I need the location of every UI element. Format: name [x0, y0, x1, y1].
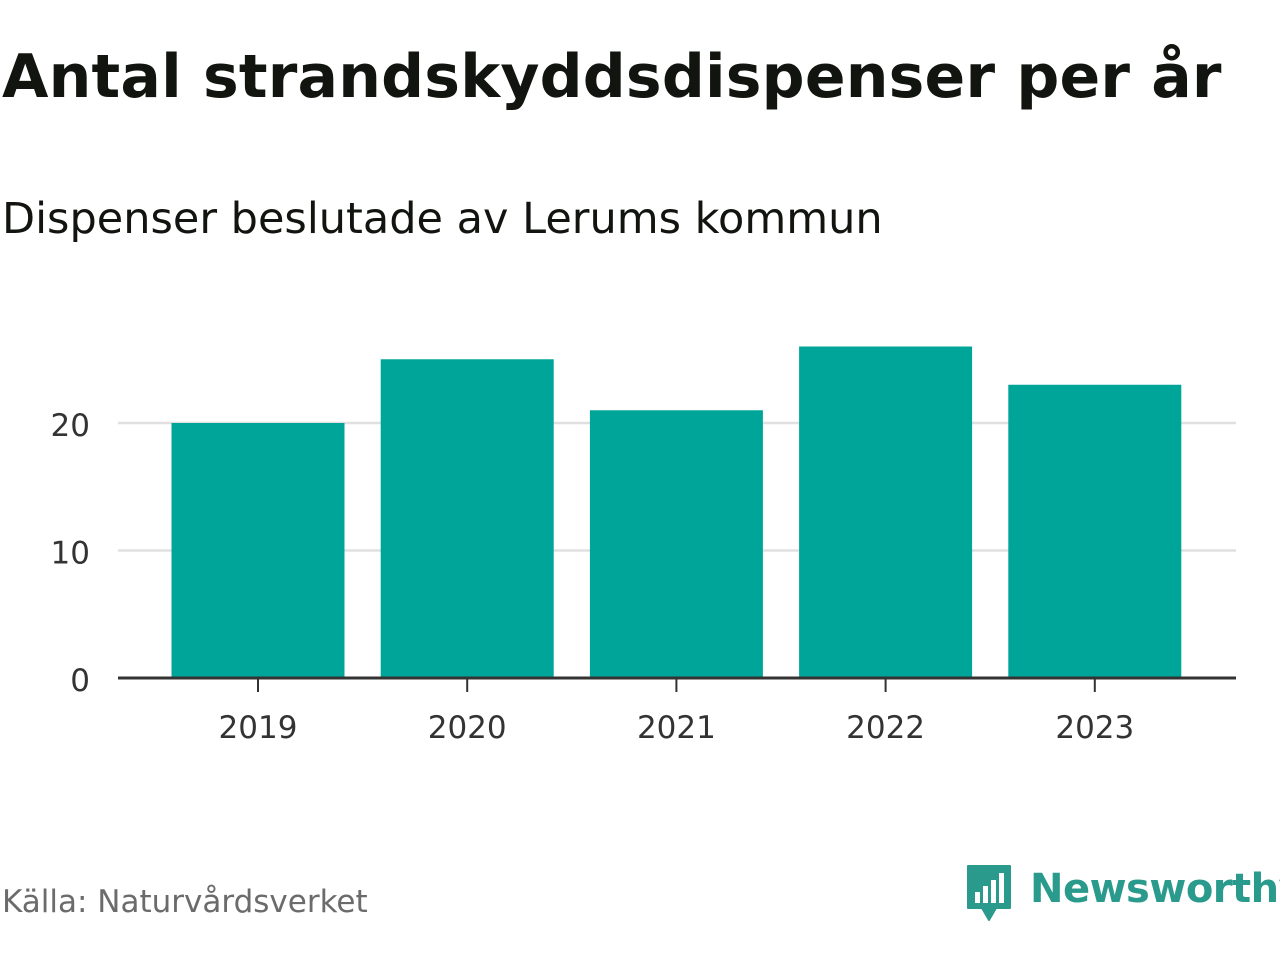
- y-tick-label: 0: [70, 663, 90, 699]
- source-note: Källa: Naturvårdsverket: [2, 884, 368, 920]
- brand-name: Newsworthy: [1030, 866, 1280, 912]
- x-tick-label: 2020: [428, 710, 507, 746]
- chart-title: Antal strandskyddsdispenser per år: [2, 42, 1222, 112]
- bar: [380, 359, 554, 678]
- y-tick-label: 20: [51, 408, 90, 444]
- x-tick-label: 2021: [637, 710, 716, 746]
- bar: [1008, 384, 1182, 678]
- x-tick-label: 2019: [219, 710, 298, 746]
- bar: [589, 410, 763, 678]
- newsworthy-logo-icon: [967, 865, 1011, 921]
- x-tick-label: 2022: [846, 710, 925, 746]
- bar: [171, 423, 345, 678]
- bar: [799, 346, 973, 678]
- y-tick-label: 10: [51, 536, 90, 572]
- brand-logo[interactable]: Newsworthy: [964, 862, 1280, 924]
- x-tick-label: 2023: [1055, 710, 1134, 746]
- chart-subtitle: Dispenser beslutade av Lerums kommun: [2, 194, 883, 244]
